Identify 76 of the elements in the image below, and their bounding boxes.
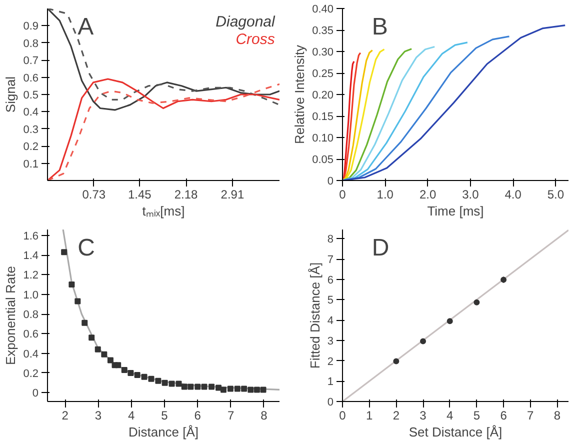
x-tick-label: 4.0 (504, 188, 522, 202)
x-tick-label: 3.0 (462, 188, 480, 202)
x-tick-label: 7 (227, 408, 234, 422)
x-tick-label: 2 (62, 408, 69, 422)
y-tick-label: 0.6 (23, 328, 39, 341)
annotation: A (78, 14, 94, 41)
x-tick-label: 2.91 (220, 188, 244, 202)
y-tick-label: 1.0 (23, 289, 39, 302)
x-tick-label: 6 (500, 408, 508, 422)
y-tick-label: 0.25 (312, 68, 334, 80)
x-tick-label: 6 (194, 408, 202, 422)
text: Diagonal (216, 14, 276, 31)
y-tick-label: 6 (327, 274, 334, 286)
y-tick-label: 0.3 (23, 124, 39, 136)
y-axis-title: Fitted Distance [Å] (307, 262, 322, 369)
text: Cross (236, 30, 276, 48)
x-tick-label: 0 (339, 408, 346, 422)
annotation: C (78, 234, 96, 262)
y-tick-label: 3 (327, 335, 334, 348)
x-tick-label: 5.0 (547, 188, 564, 202)
y-axis-title: Exponential Rate (3, 266, 18, 366)
annotation: B (372, 14, 388, 41)
y-tick-label: 0.1 (23, 158, 39, 170)
y-tick-label: 0.15 (312, 111, 334, 123)
y-tick-label: 1.4 (23, 250, 39, 262)
y-tick-label: 0.9 (23, 20, 39, 33)
x-tick-label: 2 (392, 408, 400, 422)
x-tick-label: 5 (161, 408, 168, 422)
x-tick-label: 2.0 (419, 188, 436, 202)
x-tick-label: 2.18 (174, 188, 198, 202)
y-tick-label: 0.10 (312, 132, 334, 144)
y-tick-label: 0.2 (23, 368, 39, 380)
x-tick-label: 8 (260, 408, 268, 422)
x-tick-label: 1 (366, 408, 374, 422)
x-tick-label: 0 (339, 188, 346, 202)
x-axis-title: tₘᵢₓ[ms] (142, 204, 185, 218)
y-tick-label: 0.7 (23, 55, 39, 68)
x-axis-title: Distance [Å] (128, 424, 199, 440)
x-tick-label: 4 (446, 408, 454, 422)
x-tick-label: 5 (473, 408, 480, 422)
x-tick-label: 4 (128, 408, 136, 422)
annotation: D (372, 234, 390, 262)
y-tick-label: 0.40 (312, 4, 334, 16)
y-tick-label: 0.5 (23, 90, 39, 102)
y-axis-title: Relative Intensity (292, 44, 308, 144)
y-tick-label: 0.4 (23, 106, 39, 119)
x-axis-title: Time [ms] (427, 204, 484, 218)
y-tick-label: 0.8 (23, 309, 39, 322)
y-tick-label: 1 (327, 376, 334, 388)
x-tick-label: 7 (527, 408, 534, 422)
y-tick-label: 8 (327, 234, 334, 246)
y-tick-label: 0.8 (23, 38, 39, 50)
y-tick-label: 0.2 (23, 141, 39, 154)
y-tick-label: 0.05 (312, 154, 334, 166)
y-tick-label: 0 (327, 396, 334, 408)
x-tick-label: 1.45 (128, 188, 152, 202)
x-tick-label: 0.73 (82, 188, 106, 202)
y-tick-label: 0 (32, 388, 39, 400)
y-tick-label: 0.20 (312, 90, 334, 102)
y-tick-label: 4 (327, 315, 334, 328)
y-tick-label: 7 (327, 254, 334, 266)
y-tick-label: 0.30 (312, 46, 334, 58)
y-tick-label: 5 (327, 294, 334, 307)
y-tick-label: 1.2 (23, 270, 39, 282)
y-tick-label: 0.4 (23, 348, 39, 360)
x-tick-label: 1.0 (376, 188, 394, 202)
y-tick-label: 0 (327, 176, 334, 188)
x-tick-label: 8 (554, 408, 561, 422)
x-tick-label: 3 (420, 408, 427, 422)
y-tick-label: 0.6 (23, 72, 39, 84)
y-tick-label: 2 (327, 356, 334, 368)
x-tick-label: 3 (94, 408, 102, 422)
y-tick-label: 0.35 (312, 25, 334, 37)
y-axis-title: Signal (3, 76, 18, 113)
x-axis-title: Set Distance [Å] (408, 424, 502, 440)
y-tick-label: 1.6 (23, 230, 39, 242)
